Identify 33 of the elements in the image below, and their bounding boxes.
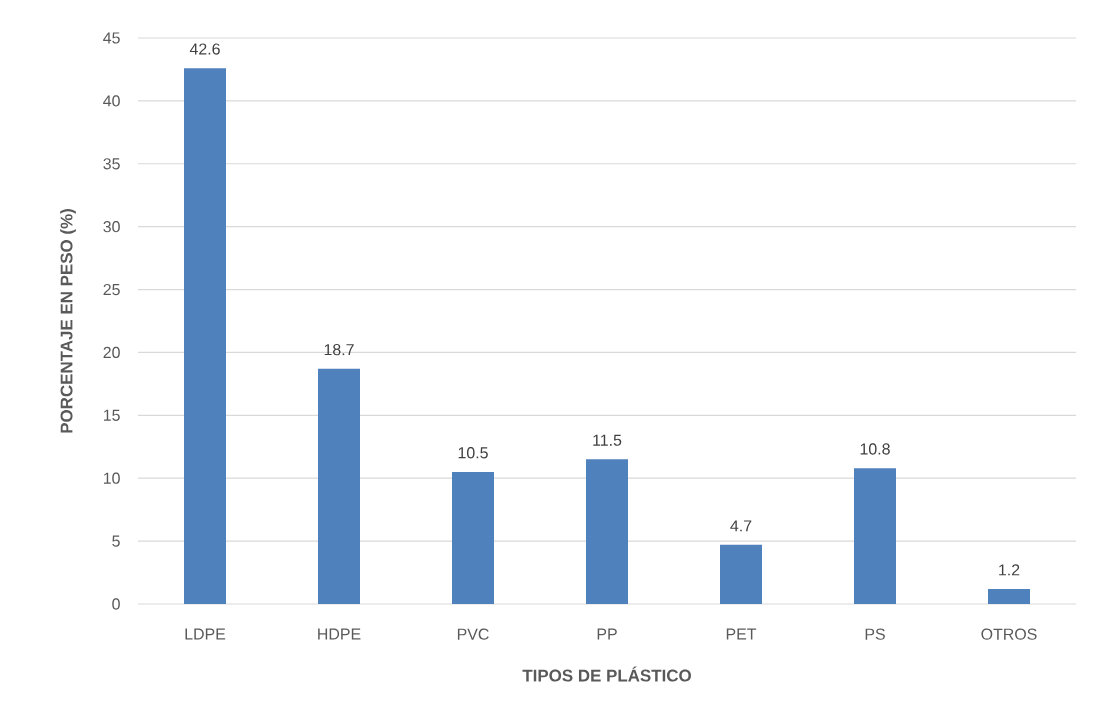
bar: [720, 544, 763, 604]
bar: [184, 68, 227, 604]
data-label: 1.2: [999, 564, 1020, 576]
x-tick-label: PVC: [457, 628, 489, 640]
data-label: 10.8: [860, 443, 890, 455]
y-tick-label: 20: [103, 346, 120, 359]
bar: [318, 368, 361, 604]
data-label: 11.5: [593, 434, 622, 446]
bar: [854, 468, 897, 604]
y-tick-label: 0: [112, 598, 120, 610]
bar: [452, 471, 495, 604]
y-tick-label: 30: [103, 221, 120, 233]
y-tick-label: 25: [103, 283, 120, 296]
x-tick-label: LDPE: [185, 628, 226, 640]
bar: [586, 459, 628, 604]
x-tick-label: PS: [865, 628, 885, 640]
x-tick-label: OTROS: [981, 628, 1037, 640]
data-label: 18.7: [324, 343, 354, 356]
data-label: 10.5: [458, 447, 488, 459]
data-label: 4.7: [730, 520, 752, 532]
y-tick-label: 35: [103, 158, 120, 170]
y-tick-label: 5: [112, 535, 120, 547]
x-axis-title: TIPOS DE PLÁSTICO: [522, 666, 691, 682]
x-tick-label: PET: [726, 628, 757, 640]
y-axis-title: PORCENTAJE EN PESO (%): [60, 209, 76, 433]
y-tick-label: 40: [103, 95, 120, 107]
y-tick-label: 45: [103, 32, 120, 44]
bar: [988, 588, 1031, 604]
data-label: 42.6: [189, 43, 220, 55]
y-tick-label: 15: [103, 409, 120, 421]
x-tick-label: HDPE: [318, 628, 361, 640]
y-tick-label: 10: [103, 472, 120, 484]
x-tick-label: PP: [597, 628, 617, 640]
